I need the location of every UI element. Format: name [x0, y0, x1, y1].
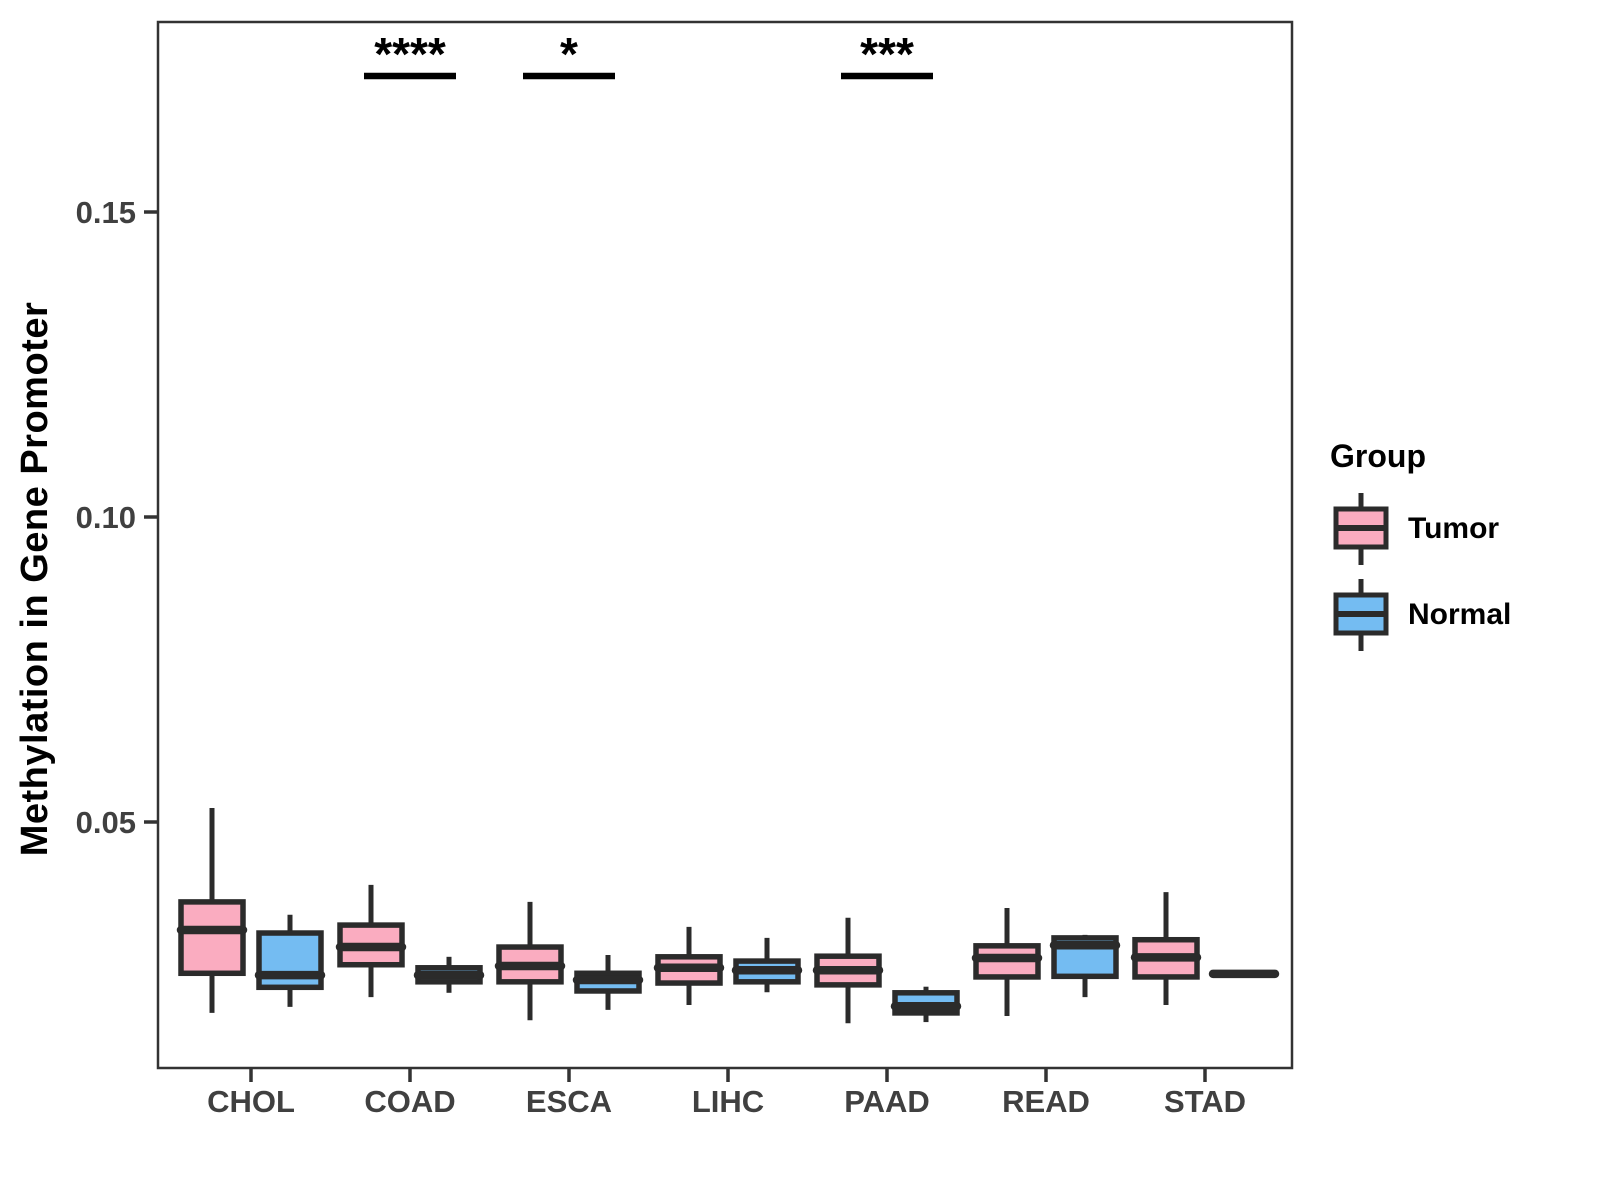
y-axis-title: Methylation in Gene Promoter — [14, 301, 56, 857]
x-tick-label-lihc: LIHC — [692, 1084, 764, 1119]
sig-label-coad: **** — [374, 28, 446, 80]
box-chol-tumor — [178, 899, 246, 977]
sig-label-paad: *** — [860, 28, 914, 80]
legend-label-normal: Normal — [1408, 598, 1512, 631]
x-tick-label-esca: ESCA — [526, 1084, 612, 1119]
x-tick-label-chol: CHOL — [207, 1084, 295, 1119]
y-tick-label: 0.10 — [76, 500, 136, 535]
legend-item-normal: Normal — [1330, 577, 1590, 653]
legend-label-tumor: Tumor — [1408, 512, 1500, 545]
x-tick-label-read: READ — [1002, 1084, 1090, 1119]
sig-label-esca: * — [560, 28, 578, 80]
x-tick-label-coad: COAD — [364, 1084, 455, 1119]
legend: Group Tumor Normal — [1330, 438, 1590, 663]
x-tick-label-paad: PAAD — [844, 1084, 930, 1119]
boxplot-key-tumor-icon — [1333, 493, 1389, 565]
y-tick-label: 0.15 — [76, 195, 136, 230]
x-tick-label-stad: STAD — [1164, 1084, 1246, 1119]
legend-item-tumor: Tumor — [1330, 491, 1590, 567]
legend-title: Group — [1330, 438, 1426, 474]
panel-border — [156, 20, 1294, 1070]
y-tick-label: 0.05 — [76, 805, 136, 840]
boxplot-key-normal-icon — [1333, 579, 1389, 651]
